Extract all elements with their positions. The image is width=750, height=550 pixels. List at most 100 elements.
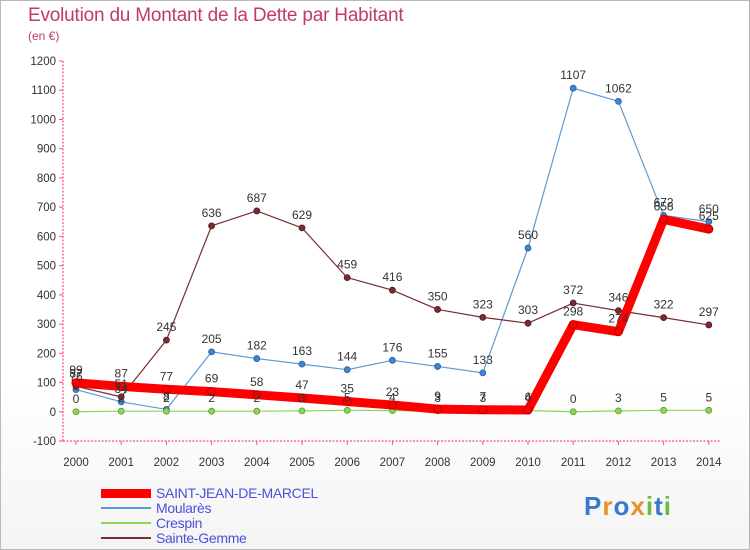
data-label: 297 <box>699 305 719 319</box>
x-tick-label: 2008 <box>425 457 451 469</box>
x-tick-label: 2013 <box>651 457 677 469</box>
data-point <box>569 408 577 416</box>
data-point <box>479 313 487 321</box>
legend-label: SAINT-JEAN-DE-MARCEL <box>156 485 319 501</box>
data-point <box>253 407 261 415</box>
data-point <box>207 387 217 397</box>
y-tick-label: 300 <box>37 319 56 331</box>
data-point <box>117 393 125 401</box>
data-label: 2 <box>118 391 125 405</box>
data-label: 625 <box>699 209 719 223</box>
data-label: 629 <box>292 208 312 222</box>
data-point <box>252 390 262 400</box>
x-tick-label: 2010 <box>515 457 541 469</box>
data-point <box>117 407 125 415</box>
data-label: 99 <box>69 363 83 377</box>
data-label: 4 <box>389 391 396 405</box>
data-point <box>71 378 81 388</box>
data-label: 3 <box>434 391 441 405</box>
chart-subtitle: (en €) <box>28 29 60 43</box>
data-label: 182 <box>247 339 267 353</box>
y-tick-label: 400 <box>37 290 56 302</box>
data-label: 176 <box>382 340 402 354</box>
y-tick-label: 1200 <box>30 56 56 68</box>
data-label: 687 <box>247 191 267 205</box>
data-point <box>116 381 126 391</box>
data-label: 163 <box>292 344 312 358</box>
x-tick-label: 2011 <box>561 457 586 469</box>
data-label: 1062 <box>605 81 632 95</box>
chart-title: Evolution du Montant de la Dette par Hab… <box>28 5 404 26</box>
x-tick-label: 2014 <box>696 457 722 469</box>
data-label: 6 <box>525 390 532 404</box>
data-point <box>343 366 351 374</box>
data-label: 35 <box>341 382 355 396</box>
data-point <box>208 222 216 230</box>
data-label: 5 <box>344 390 351 404</box>
data-point <box>478 405 488 415</box>
y-tick-label: 600 <box>37 231 56 243</box>
data-point <box>253 355 261 362</box>
y-tick-label: 700 <box>37 202 56 214</box>
data-point <box>343 406 351 414</box>
x-tick-label: 2001 <box>108 457 134 469</box>
data-point <box>208 407 216 415</box>
y-tick-label: 1000 <box>30 114 56 126</box>
proxiti-logo: Proxiti <box>584 491 672 521</box>
data-point <box>72 408 80 416</box>
data-label: 416 <box>382 270 402 284</box>
data-label: 47 <box>295 378 309 392</box>
data-label: 303 <box>518 303 538 317</box>
data-point <box>298 224 306 232</box>
y-tick-label: 800 <box>37 173 56 185</box>
data-point <box>388 286 396 294</box>
data-label: 298 <box>563 305 583 319</box>
data-point <box>297 393 307 403</box>
x-tick-label: 2009 <box>470 457 496 469</box>
data-point <box>208 348 216 356</box>
x-tick-label: 2003 <box>199 457 225 469</box>
data-point <box>161 384 171 394</box>
data-point <box>434 363 442 370</box>
legend-swatch <box>101 537 151 539</box>
y-tick-label: 100 <box>37 378 56 390</box>
data-point <box>387 400 397 410</box>
data-label: 58 <box>250 375 264 389</box>
x-tick-label: 2006 <box>334 457 360 469</box>
data-label: 3 <box>479 391 486 405</box>
data-point <box>434 306 442 313</box>
data-point <box>660 406 667 414</box>
data-point <box>479 369 487 377</box>
data-label: 87 <box>115 366 129 380</box>
data-label: 322 <box>654 298 674 312</box>
data-label: 7 <box>479 390 486 404</box>
data-label: 1107 <box>560 68 586 82</box>
data-label: 5 <box>705 390 712 404</box>
legend-label: Crespin <box>156 515 203 531</box>
data-point <box>569 84 577 92</box>
data-label: 0 <box>73 392 80 406</box>
data-point <box>162 336 170 344</box>
data-label: 2 <box>163 391 170 405</box>
data-point <box>704 224 714 234</box>
x-tick-label: 2012 <box>606 457 632 469</box>
data-point <box>615 407 622 415</box>
y-tick-label: 0 <box>50 407 56 419</box>
data-label: 274 <box>608 312 628 326</box>
data-label: 155 <box>428 346 448 360</box>
x-tick-label: 2004 <box>244 457 270 469</box>
data-point <box>388 356 396 364</box>
data-label: 87 <box>69 366 83 380</box>
data-label: 3 <box>299 391 306 405</box>
data-label: 245 <box>156 320 176 334</box>
data-label: 69 <box>205 372 219 386</box>
data-label: 8 <box>163 389 170 403</box>
data-label: 350 <box>428 289 448 303</box>
data-label: 133 <box>473 353 493 367</box>
data-point <box>162 407 170 415</box>
data-point <box>615 97 622 105</box>
legend-label: Moularès <box>156 500 212 516</box>
data-label: 658 <box>654 199 674 213</box>
